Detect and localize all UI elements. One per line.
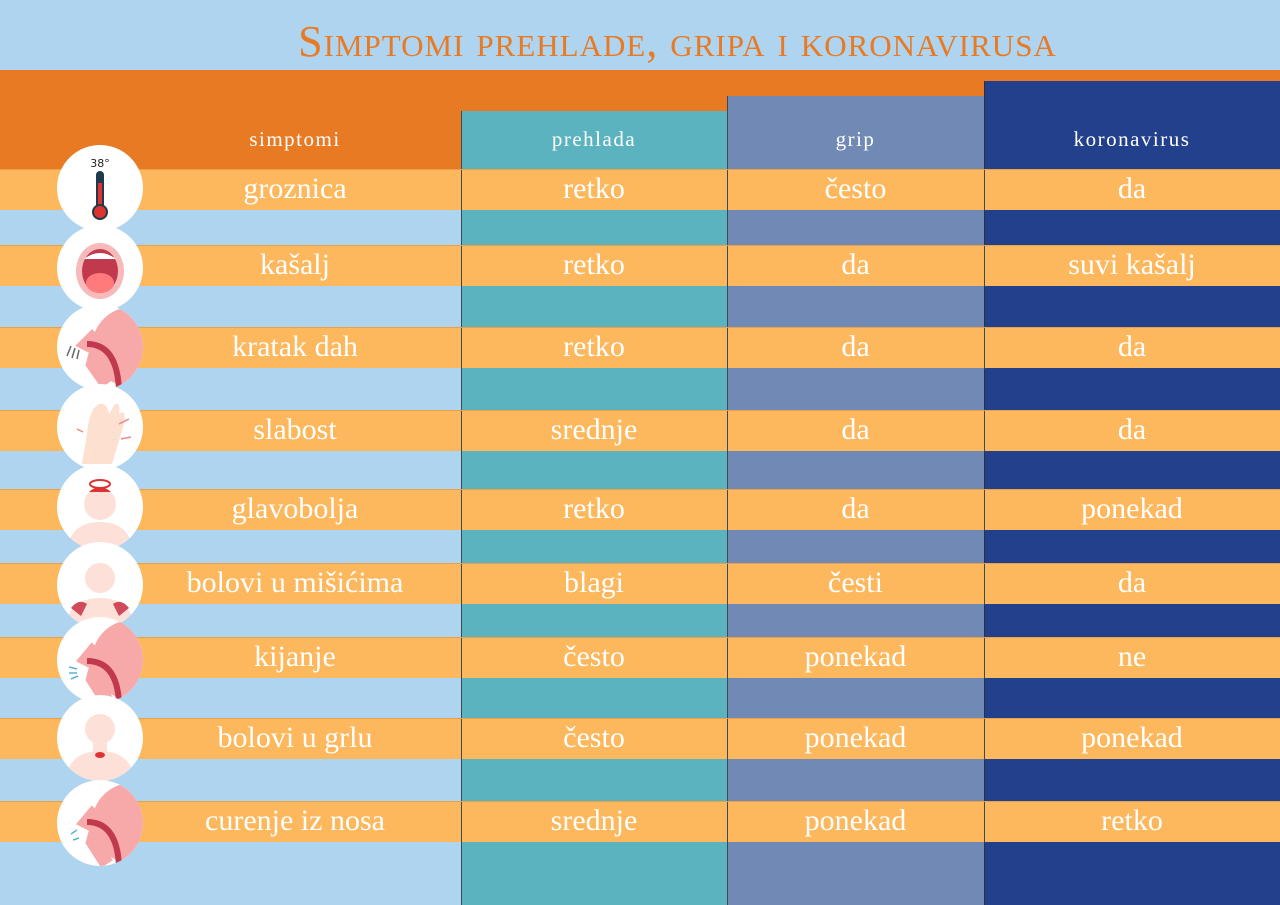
koronavirus-cell: ponekad — [1081, 721, 1183, 754]
column-divider — [461, 328, 462, 369]
prehlada-cell: retko — [563, 172, 625, 205]
grip-cell: ponekad — [804, 640, 907, 673]
grip-cell: da — [841, 492, 870, 525]
symptom-cell: glavobolja — [231, 492, 359, 525]
column-divider — [461, 246, 462, 287]
column-divider — [727, 411, 728, 452]
grip-cell: ponekad — [804, 721, 907, 754]
table-row: glavobolja retko da ponekad — [0, 489, 1280, 531]
symptom-cell: bolovi u mišićima — [186, 566, 404, 599]
headache-icon — [57, 464, 143, 550]
runny-nose-profile-icon — [57, 780, 143, 866]
column-divider — [461, 638, 462, 679]
prehlada-cell: retko — [563, 330, 625, 363]
prehlada-cell: blagi — [564, 566, 624, 599]
column-divider — [984, 328, 985, 369]
koronavirus-cell: da — [1117, 330, 1147, 363]
thermometer-icon: 38° — [57, 145, 143, 231]
column-divider — [984, 564, 985, 605]
breathing-profile-icon — [57, 304, 143, 390]
header-prehlada: prehlada — [551, 127, 637, 151]
column-divider — [461, 490, 462, 531]
grip-cell: ponekad — [804, 804, 907, 837]
column-divider — [984, 411, 985, 452]
symptom-cell: groznica — [243, 172, 347, 205]
grip-cell: da — [841, 248, 870, 281]
prehlada-cell: često — [563, 640, 625, 673]
symptom-cell: curenje iz nosa — [205, 804, 385, 837]
symptom-cell: slabost — [253, 413, 337, 446]
table-row: bolovi u mišićima blagi česti da — [0, 563, 1280, 605]
column-divider — [727, 170, 728, 211]
prehlada-cell: retko — [563, 492, 625, 525]
koronavirus-cell: suvi kašalj — [1068, 248, 1196, 281]
open-mouth-icon — [57, 225, 143, 311]
column-divider — [984, 490, 985, 531]
header-koronavirus: koronavirus — [1073, 127, 1191, 151]
column-divider — [461, 170, 462, 211]
grip-cell: da — [841, 413, 870, 446]
column-divider — [727, 328, 728, 369]
table-row: curenje iz nosa srednje ponekad retko — [0, 801, 1280, 843]
column-divider — [984, 638, 985, 679]
prehlada-cell: često — [563, 721, 625, 754]
koronavirus-cell: retko — [1101, 804, 1163, 837]
koronavirus-cell: da — [1117, 413, 1147, 446]
sneezing-profile-icon — [57, 617, 143, 703]
table-row: kratak dah retko da da — [0, 327, 1280, 369]
column-divider — [461, 802, 462, 843]
column-divider — [461, 411, 462, 452]
column-divider — [984, 246, 985, 287]
koronavirus-cell: ne — [1117, 640, 1147, 673]
table-row: bolovi u grlu često ponekad ponekad — [0, 718, 1280, 760]
prehlada-cell: srednje — [550, 413, 638, 446]
symptom-cell: bolovi u grlu — [217, 721, 373, 754]
page-title: Simptomi prehlade, gripa i koronavirusa — [298, 17, 1057, 66]
column-divider — [984, 170, 985, 211]
table-row: kijanje često ponekad ne — [0, 637, 1280, 679]
column-divider — [461, 719, 462, 760]
column-divider — [984, 802, 985, 843]
table-row: kašalj retko da suvi kašalj — [0, 245, 1280, 287]
sore-throat-icon — [57, 695, 143, 781]
muscle-pain-icon — [57, 542, 143, 628]
grip-cell: da — [841, 330, 870, 363]
column-divider — [984, 719, 985, 760]
grip-cell: često — [824, 172, 887, 205]
table-row: slabost srednje da da — [0, 410, 1280, 452]
column-divider — [727, 638, 728, 679]
prehlada-cell: retko — [563, 248, 625, 281]
prehlada-cell: srednje — [550, 804, 638, 837]
header-simptomi: simptomi — [249, 127, 341, 151]
symptom-cell: kašalj — [260, 248, 330, 281]
koronavirus-cell: ponekad — [1081, 492, 1183, 525]
weak-hand-icon — [57, 384, 143, 470]
symptom-cell: kratak dah — [232, 330, 358, 363]
koronavirus-cell: da — [1117, 566, 1147, 599]
koronavirus-cell: da — [1117, 172, 1147, 205]
header-grip: grip — [835, 127, 876, 151]
thermometer-label: 38° — [90, 157, 110, 170]
table-row: groznica retko često da — [0, 169, 1280, 211]
column-divider — [727, 490, 728, 531]
column-divider — [461, 564, 462, 605]
symptom-cell: kijanje — [254, 640, 336, 673]
column-divider — [727, 802, 728, 843]
column-divider — [727, 246, 728, 287]
column-divider — [727, 564, 728, 605]
grip-cell: česti — [828, 566, 883, 599]
column-divider — [727, 719, 728, 760]
